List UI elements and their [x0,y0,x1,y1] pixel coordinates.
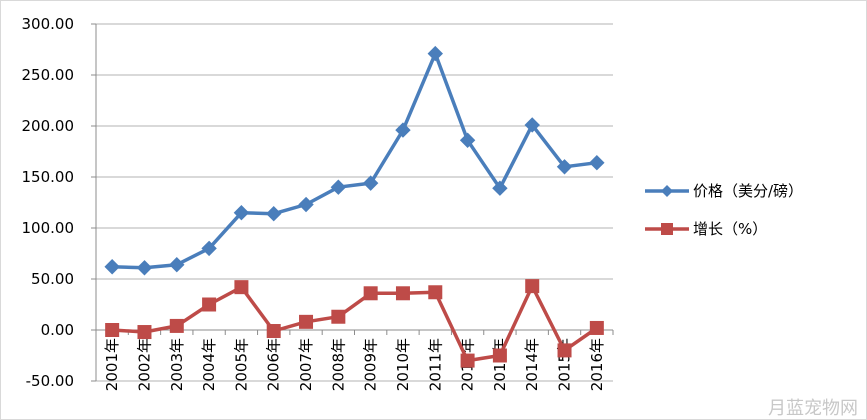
data-point-marker [105,323,120,337]
y-tick-label: 50.00 [31,270,74,288]
data-point-marker [363,286,378,301]
series [104,45,605,368]
data-point-marker [492,348,507,363]
data-point-marker [266,324,281,339]
x-tick-label: 2009年 [362,338,380,391]
data-point-marker [169,257,185,273]
data-point-marker [459,132,476,148]
y-tick-label: 0.00 [41,321,74,339]
watermark-text: 月蓝宠物网 [768,398,858,419]
data-point-marker [234,280,249,295]
data-point-marker [427,45,443,62]
legend-label: 价格（美分/磅） [693,182,803,200]
series-line [112,51,598,270]
x-tick-label: 2008年 [329,338,347,391]
y-tick-label: 100.00 [22,219,75,237]
series-line [112,284,598,363]
x-tick-label: 2002年 [135,338,153,391]
legend-marker [661,223,673,235]
data-point-marker [169,318,184,333]
data-point-marker [201,240,217,257]
x-tick-label: 2016年 [588,338,606,391]
data-point-marker [556,159,573,175]
data-point-marker [136,260,153,276]
data-point-marker [298,196,314,213]
x-tick-label: 2004年 [200,338,218,391]
data-point-marker [202,297,217,312]
y-tick-label: 250.00 [22,66,75,84]
data-point-marker [589,155,605,171]
data-point-marker [557,343,572,358]
data-point-marker [428,285,443,300]
data-point-marker [299,314,314,329]
x-tick-label: 2014年 [523,338,541,391]
x-tick-label: 2011年 [426,338,444,391]
data-point-marker [137,325,152,340]
data-point-marker [362,175,379,191]
data-point-marker [233,204,250,221]
legend: 价格（美分/磅） 增长（%） [645,182,803,238]
data-point-marker [330,179,347,195]
x-tick-label: 2001年 [103,338,121,391]
legend-marker [661,185,673,197]
x-tick-label: 2006年 [265,338,283,391]
x-tick-label: 2007年 [297,338,315,391]
data-point-marker [104,259,120,275]
data-point-marker [524,117,540,133]
y-tick-label: -50.00 [26,372,74,390]
data-point-marker [266,206,282,222]
x-tick-label: 2010年 [394,338,412,391]
data-point-marker [492,180,508,196]
y-tick-label: 200.00 [22,117,75,135]
y-tick-label: 300.00 [22,15,75,33]
data-point-marker [589,320,604,335]
legend-label: 增长（%） [693,220,767,238]
x-tick-label: 2003年 [168,338,186,391]
data-point-marker [395,286,410,301]
axes: -50.00 0.00 50.00 100.00 150.00 200.00 250.00 3… [22,15,614,391]
x-tick-label: 2005年 [232,338,250,391]
y-tick-label: 150.00 [22,168,75,186]
data-point-marker [525,279,540,294]
data-point-marker [460,353,475,368]
data-point-marker [395,122,411,138]
data-point-marker [331,309,346,324]
